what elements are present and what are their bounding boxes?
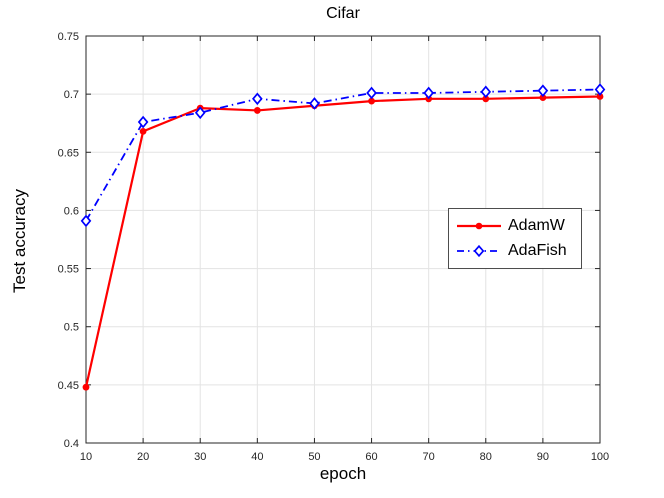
data-point-marker-adafish xyxy=(194,106,206,120)
open-diamond-marker-icon xyxy=(473,244,485,257)
axes-box xyxy=(85,35,601,444)
x-tick-label: 70 xyxy=(423,451,435,463)
data-point-marker-adafish xyxy=(80,214,92,228)
data-point-marker-adamw xyxy=(253,107,261,114)
chart-title: Cifar xyxy=(326,5,360,22)
legend-line-sample-adafish xyxy=(457,244,501,257)
data-point-marker-adamw xyxy=(139,127,147,135)
x-tick-label: 20 xyxy=(137,451,149,463)
data-point-marker-adafish xyxy=(252,92,263,106)
data-point-marker-adafish xyxy=(594,83,606,96)
data-point-marker-adafish xyxy=(137,115,149,129)
data-point-marker-adafish xyxy=(480,85,492,99)
y-tick-label: 0.6 xyxy=(64,205,79,217)
y-axis-label: Test accuracy xyxy=(10,189,29,293)
data-point-marker-adamw xyxy=(368,97,375,105)
legend-label: AdamW xyxy=(508,216,565,234)
x-tick-label: 60 xyxy=(365,451,377,463)
y-tick-label: 0.55 xyxy=(58,264,79,276)
legend-line-sample-adamw xyxy=(457,222,501,229)
data-point-marker-adafish xyxy=(366,86,377,100)
x-tick-label: 80 xyxy=(480,451,492,463)
data-point-marker-adafish xyxy=(423,86,434,100)
y-tick-label: 0.5 xyxy=(64,322,79,334)
y-tick-label: 0.65 xyxy=(58,147,79,159)
x-tick-label: 10 xyxy=(80,451,92,463)
legend-label: AdaFish xyxy=(508,241,567,259)
x-tick-label: 50 xyxy=(308,451,320,463)
legend: AdamW AdaFish xyxy=(448,208,582,269)
x-tick-label: 40 xyxy=(251,451,263,463)
legend-entry-adamw: AdamW xyxy=(449,213,581,238)
x-tick-label: 30 xyxy=(194,451,206,463)
data-point-marker-adamw xyxy=(596,93,604,100)
filled-circle-marker-icon xyxy=(475,222,483,229)
x-tick-label: 100 xyxy=(591,451,609,463)
series-line-adamw xyxy=(84,95,601,388)
data-point-marker-adamw xyxy=(539,94,547,102)
y-tick-label: 0.4 xyxy=(64,438,79,450)
legend-entry-adafish: AdaFish xyxy=(449,238,581,263)
x-axis-label: epoch xyxy=(319,464,367,483)
x-tick-label: 90 xyxy=(537,451,549,463)
data-point-marker-adafish xyxy=(537,84,549,97)
data-point-marker-adafish xyxy=(309,97,320,110)
data-point-marker-adamw xyxy=(82,383,90,391)
y-tick-label: 0.45 xyxy=(58,380,79,392)
series-line-adafish xyxy=(85,88,601,222)
y-tick-label: 0.75 xyxy=(58,31,79,43)
y-tick-label: 0.7 xyxy=(64,89,79,101)
data-point-marker-adamw xyxy=(482,95,490,103)
